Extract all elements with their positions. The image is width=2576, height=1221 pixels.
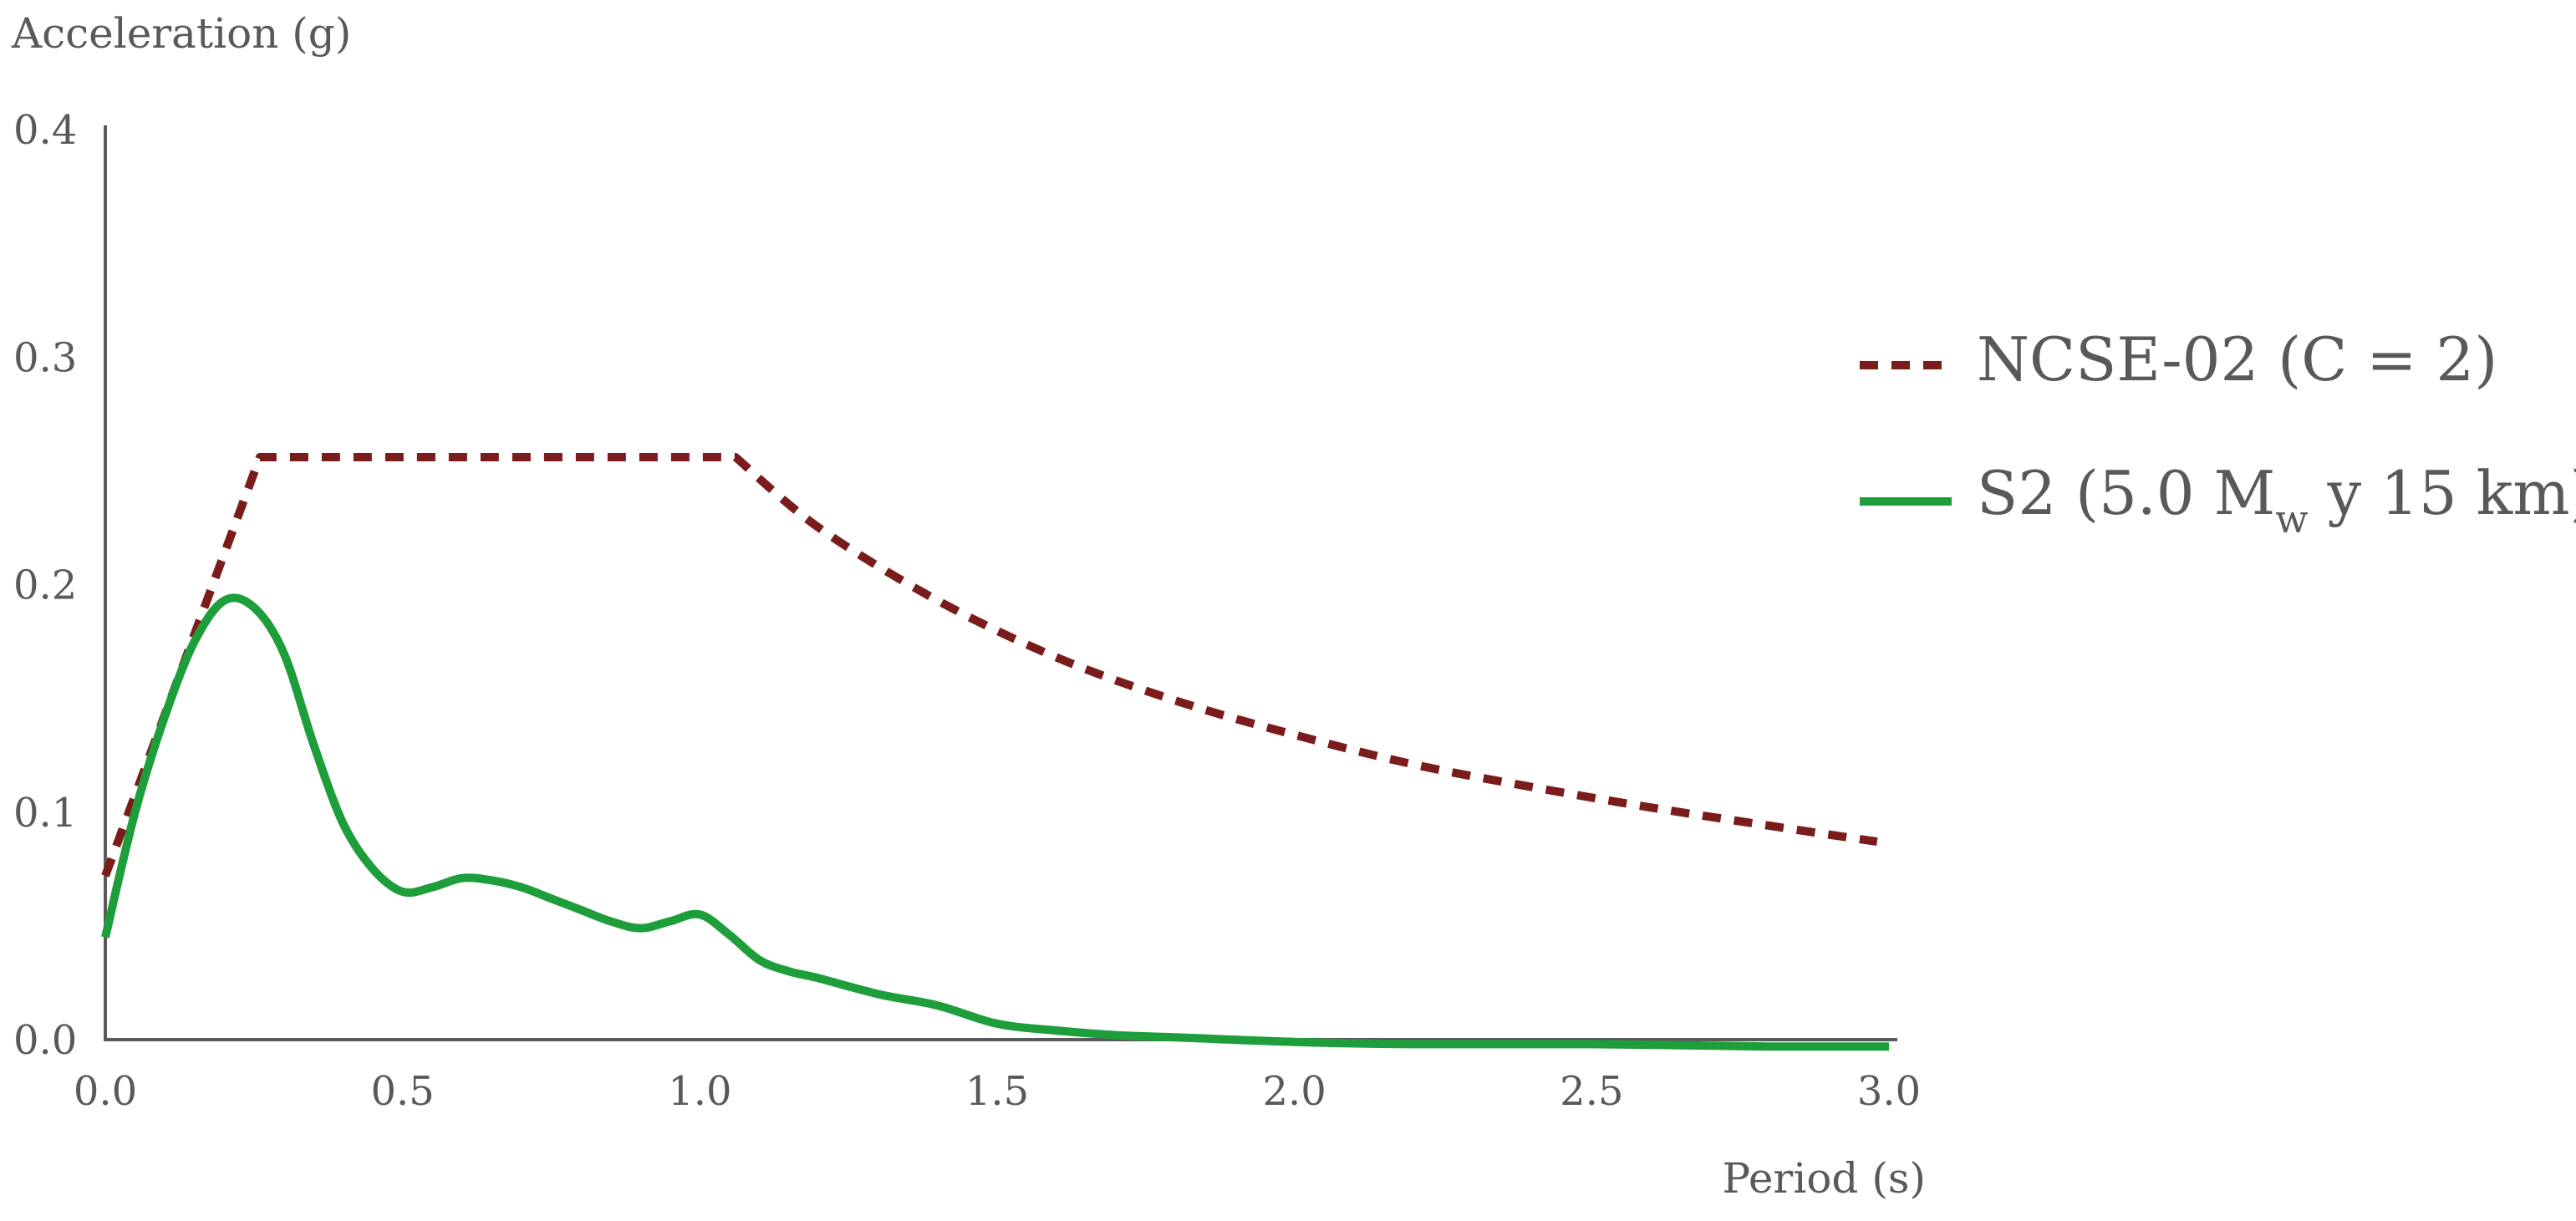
y-tick-label: 0.3 (13, 334, 77, 381)
series-group (101, 453, 1890, 1051)
legend-label-s2-tail: y 15 km) (2309, 458, 2576, 528)
series-line-s2 (101, 593, 1890, 1051)
y-tick-label: 0.2 (13, 562, 77, 609)
x-tick-label: 1.0 (668, 1068, 731, 1115)
x-tick-label: 3.0 (1857, 1068, 1921, 1115)
x-axis-title: Period (s) (1722, 1154, 1926, 1203)
y-axis-title: Acceleration (g) (11, 9, 351, 58)
x-tick-label: 0.0 (74, 1068, 137, 1115)
y-tick-label: 0.4 (13, 107, 77, 154)
legend-label-s2: S2 (5.0 Mw y 15 km) (1977, 458, 2576, 542)
legend-label-s2-main: S2 (5.0 M (1977, 458, 2275, 528)
tick-labels: 0.0 0.5 1.0 1.5 2.0 2.5 3.0 0.0 0.1 0.2 0.3 0.4 (13, 107, 1921, 1115)
legend-label-ncse-02: NCSE-02 (C = 2) (1977, 324, 2497, 394)
legend: NCSE-02 (C = 2) S2 (5.0 Mw y 15 km) (1860, 324, 2576, 542)
x-tick-label: 2.0 (1262, 1068, 1326, 1115)
series-line-ncse-02 (101, 453, 1878, 878)
legend-label-s2-subscript: w (2275, 496, 2308, 542)
x-tick-label: 0.5 (370, 1068, 434, 1115)
x-tick-label: 2.5 (1560, 1068, 1623, 1115)
y-tick-label: 0.0 (13, 1017, 77, 1064)
y-tick-label: 0.1 (13, 790, 77, 837)
x-tick-label: 1.5 (965, 1068, 1029, 1115)
